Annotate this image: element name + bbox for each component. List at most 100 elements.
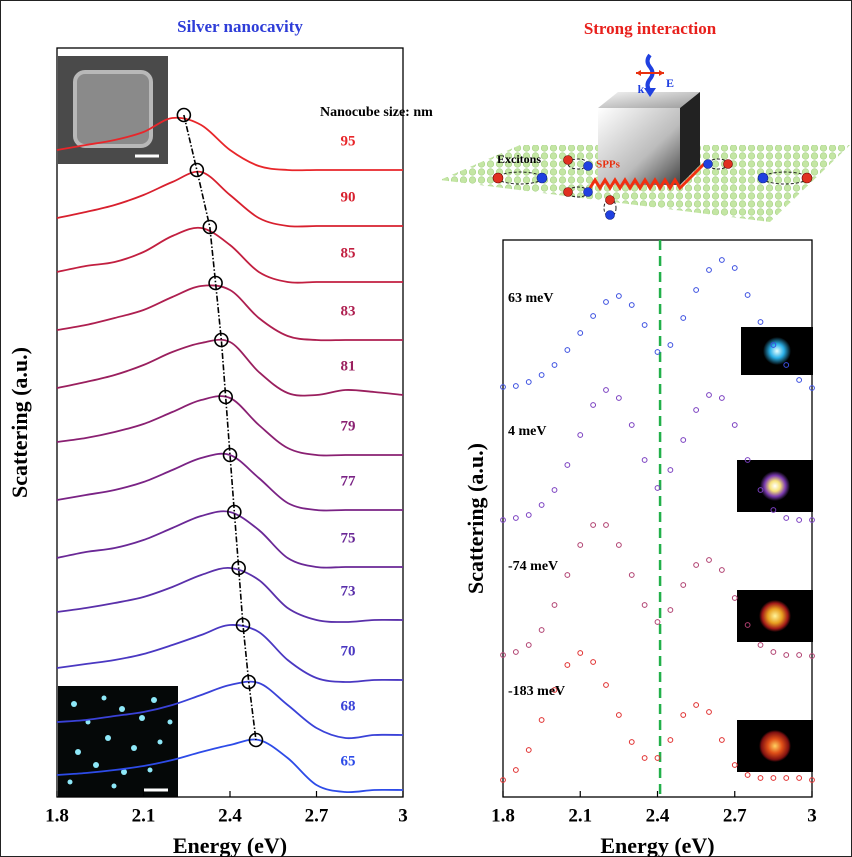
data-point [668,738,673,743]
data-point [694,288,699,293]
data-point [539,718,544,723]
series-label: 4 meV [508,424,547,439]
series-label: -183 meV [508,684,565,699]
series-label: 90 [341,189,356,205]
x-tick-label: 2.7 [305,805,329,826]
data-point [591,660,596,665]
data-point [758,320,763,325]
data-point [655,620,660,625]
data-point [591,314,596,319]
data-point [604,523,609,528]
data-point [668,608,673,613]
data-point [513,650,518,655]
series-label: -74 meV [508,559,558,574]
scattering-images [737,327,813,772]
series-label: 77 [341,473,357,489]
data-point [642,756,647,761]
annotation: k [638,82,645,96]
data-point [565,348,570,353]
data-point [732,763,737,768]
data-point [732,423,737,428]
series-label: 70 [341,643,356,659]
schematic [440,55,850,222]
data-point [707,393,712,398]
series-label: 95 [341,133,356,149]
x-tick-label: 2.7 [723,805,747,826]
series-label: 81 [341,358,356,374]
data-point [565,463,570,468]
data-point [565,573,570,578]
data-point [578,433,583,438]
x-tick-label: 2.4 [218,805,242,826]
data-point [707,268,712,273]
data-point [616,713,621,718]
data-point [681,316,686,321]
annotation: SPPs [596,159,621,171]
data-point [797,378,802,383]
data-point [578,331,583,336]
data-point [694,703,699,708]
annotation: Excitons [497,152,541,166]
data-point [526,643,531,648]
data-point [797,653,802,658]
data-point [629,423,634,428]
data-point [552,363,557,368]
chart-title: Strong interaction [584,19,717,38]
data-point [732,596,737,601]
y-axis-label: Scattering (a.u.) [463,443,488,594]
data-point [797,776,802,781]
data-point [719,258,724,263]
data-point [784,516,789,521]
data-point [604,300,609,305]
x-tick-label: 1.8 [45,805,69,826]
data-point [604,683,609,688]
data-point [694,408,699,413]
plot-frame [503,240,812,797]
data-point [552,488,557,493]
series-label: 75 [341,530,356,546]
data-point [578,651,583,656]
data-point [784,653,789,658]
data-point [629,740,634,745]
annotation: Nanocube size: nm [320,105,433,120]
data-point [642,458,647,463]
data-point [719,738,724,743]
data-point [719,396,724,401]
data-point [616,396,621,401]
x-tick-label: 2.4 [646,805,670,826]
data-point [616,294,621,299]
data-point [681,713,686,718]
data-point [758,776,763,781]
data-point [539,503,544,508]
x-axis-label: Energy (eV) [173,833,287,857]
data-point [539,628,544,633]
y-axis-label: Scattering (a.u.) [7,347,32,498]
x-tick-label: 3 [807,805,817,826]
x-tick-label: 2.1 [132,805,156,826]
series-label: 65 [341,753,356,769]
data-point [797,518,802,523]
data-point [745,293,750,298]
figure: Silver nanocavity Energy (eV) Scattering (… [0,0,852,857]
x-tick-label: 3 [398,805,408,826]
data-point [539,373,544,378]
data-point [616,543,621,548]
x-tick-label: 1.8 [491,805,515,826]
data-point [565,663,570,668]
chart-title: Silver nanocavity [177,17,303,36]
data-point [668,343,673,348]
series-label: 73 [341,583,356,599]
data-point [694,563,699,568]
data-point [732,266,737,271]
fluorescence-inset [58,686,178,797]
data-point [707,710,712,715]
data-point [681,438,686,443]
series-label: 63 meV [508,291,554,306]
annotation: E [666,76,674,90]
data-point [784,776,789,781]
data-point [591,523,596,528]
x-axis-label: Energy (eV) [600,833,714,857]
series-label: 68 [341,698,356,714]
data-point [629,573,634,578]
data-point [578,543,583,548]
